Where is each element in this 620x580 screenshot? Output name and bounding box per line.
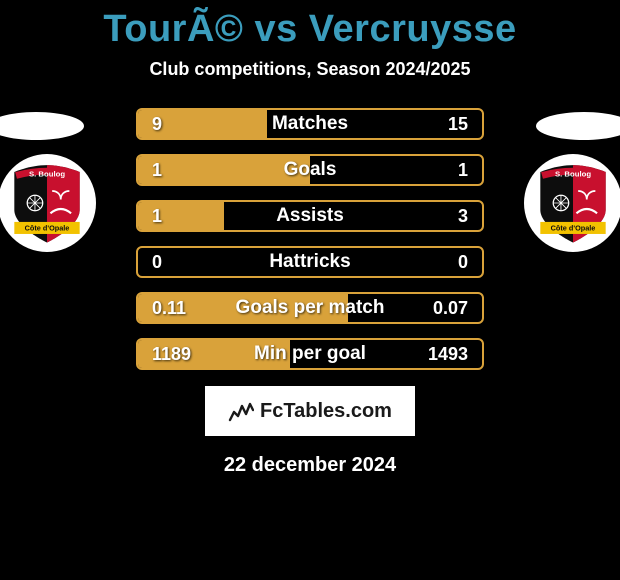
stat-left-value: 9 bbox=[152, 114, 202, 135]
club-crest-icon: S. Boulog Côte d'Opale bbox=[530, 160, 616, 246]
player1-name-ellipse bbox=[0, 112, 84, 140]
stat-right-value: 0 bbox=[418, 252, 468, 273]
page-title: TourÃ© vs Vercruysse bbox=[103, 8, 516, 51]
main-row: S. Boulog Côte d'Opale 9Matches151Goals1… bbox=[0, 108, 620, 370]
stat-left-value: 0.11 bbox=[152, 298, 202, 319]
stat-bar: 1 Goals 1 bbox=[136, 154, 484, 186]
stat-left-value: 1189 bbox=[152, 344, 202, 365]
stat-right-value: 1 bbox=[418, 160, 468, 181]
page-subtitle: Club competitions, Season 2024/2025 bbox=[149, 59, 470, 80]
stat-bar: 1189 Min per goal 1493 bbox=[136, 338, 484, 370]
stat-bar: 0.11 Goals per match 0.07 bbox=[136, 292, 484, 324]
player2-name-ellipse bbox=[536, 112, 620, 140]
stat-label: Min per goal bbox=[254, 343, 366, 365]
stat-right-value: 15 bbox=[418, 114, 468, 135]
right-player-col: S. Boulog Côte d'Opale bbox=[484, 108, 604, 252]
stat-label: Goals per match bbox=[236, 297, 385, 319]
player1-club-crest: S. Boulog Côte d'Opale bbox=[0, 154, 96, 252]
stat-left-value: 1 bbox=[152, 160, 202, 181]
svg-text:Côte d'Opale: Côte d'Opale bbox=[551, 224, 596, 233]
left-player-col: S. Boulog Côte d'Opale bbox=[16, 108, 136, 252]
stat-label: Assists bbox=[276, 205, 344, 227]
svg-text:S. Boulog: S. Boulog bbox=[555, 169, 591, 178]
stat-bar: 0 Hattricks 0 bbox=[136, 246, 484, 278]
stat-label: Goals bbox=[284, 159, 337, 181]
stat-right-value: 0.07 bbox=[418, 298, 468, 319]
player2-club-crest: S. Boulog Côte d'Opale bbox=[524, 154, 620, 252]
stat-right-value: 3 bbox=[418, 206, 468, 227]
svg-text:S. Boulog: S. Boulog bbox=[29, 169, 65, 178]
stat-left-value: 1 bbox=[152, 206, 202, 227]
stat-bar: 1 Assists 3 bbox=[136, 200, 484, 232]
stat-label: Hattricks bbox=[269, 251, 350, 273]
stat-bar: 9 Matches 15 bbox=[136, 108, 484, 140]
svg-text:Côte d'Opale: Côte d'Opale bbox=[25, 224, 70, 233]
fctables-logo-icon bbox=[228, 400, 254, 422]
stat-right-value: 1493 bbox=[418, 344, 468, 365]
stat-left-value: 0 bbox=[152, 252, 202, 273]
stats-column: 9 Matches 15 1 Goals 1 1 Assists 3 0 Hattricks 0 0.1… bbox=[136, 108, 484, 370]
root: TourÃ© vs Vercruysse Club competitions, … bbox=[0, 0, 620, 477]
club-crest-icon: S. Boulog Côte d'Opale bbox=[4, 160, 90, 246]
source-brand-text: FcTables.com bbox=[260, 400, 392, 423]
source-badge[interactable]: FcTables.com bbox=[205, 386, 415, 436]
date-text: 22 december 2024 bbox=[224, 454, 396, 477]
stat-label: Matches bbox=[272, 113, 348, 135]
